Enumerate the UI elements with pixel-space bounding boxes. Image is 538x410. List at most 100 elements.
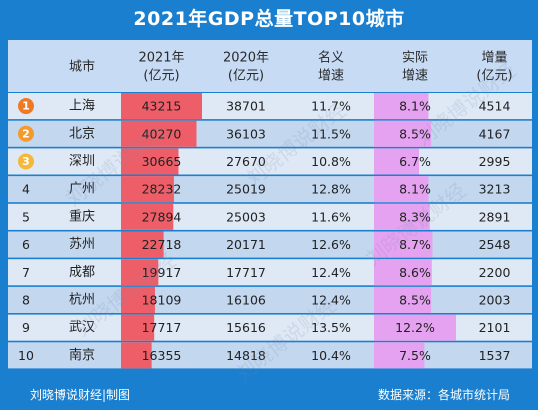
rank-number: 9 bbox=[22, 320, 30, 335]
increase-value: 1537 bbox=[479, 348, 511, 363]
real-growth-bar bbox=[374, 259, 432, 286]
rank-number: 2 bbox=[22, 127, 30, 140]
table-row bbox=[8, 148, 532, 175]
header-city: 城市 bbox=[69, 59, 95, 75]
gdp2021-value: 40270 bbox=[142, 126, 182, 141]
real-growth-bar bbox=[374, 314, 456, 341]
rank-number: 8 bbox=[22, 292, 30, 307]
gdp2021-bar bbox=[121, 120, 197, 147]
real-growth-bar bbox=[374, 120, 432, 147]
gdp2021-bar bbox=[121, 259, 159, 286]
city-name: 南京 bbox=[69, 347, 95, 363]
gdp2020-value: 14818 bbox=[226, 348, 266, 363]
rank-number: 1 bbox=[22, 100, 30, 113]
city-name: 苏州 bbox=[69, 236, 95, 252]
real-growth-value: 8.1% bbox=[399, 99, 431, 114]
rank-number: 5 bbox=[22, 209, 30, 224]
real-growth-value: 8.3% bbox=[399, 209, 431, 224]
real-growth-value: 6.7% bbox=[399, 154, 431, 169]
city-name: 重庆 bbox=[69, 208, 95, 224]
header-increase: 增量(亿元) bbox=[476, 51, 512, 84]
real-growth-bar bbox=[374, 342, 425, 369]
gdp2021-value: 18109 bbox=[142, 292, 182, 307]
gdp2020-value: 20171 bbox=[226, 237, 266, 252]
gdp2021-bar bbox=[121, 342, 152, 369]
table-row bbox=[8, 259, 532, 286]
table-row bbox=[8, 203, 532, 230]
table-row bbox=[8, 176, 532, 203]
real-growth-value: 7.5% bbox=[399, 348, 431, 363]
gdp2021-value: 28232 bbox=[142, 182, 182, 197]
gdp2020-value: 27670 bbox=[226, 154, 266, 169]
gdp2020-value: 38701 bbox=[226, 99, 266, 114]
city-name: 北京 bbox=[69, 126, 95, 141]
real-growth-value: 8.1% bbox=[399, 182, 431, 197]
gdp2021-value: 16355 bbox=[142, 348, 182, 363]
gdp2021-value: 43215 bbox=[142, 99, 182, 114]
header-row bbox=[8, 40, 532, 92]
nominal-growth-value: 12.6% bbox=[311, 237, 351, 252]
gdp2020-value: 25019 bbox=[226, 182, 266, 197]
increase-value: 2995 bbox=[479, 154, 511, 169]
gdp2021-value: 27894 bbox=[142, 209, 182, 224]
city-name: 成都 bbox=[69, 265, 95, 280]
increase-value: 3213 bbox=[479, 182, 511, 197]
real-growth-value: 8.5% bbox=[399, 126, 431, 141]
gdp2021-bar bbox=[121, 314, 155, 341]
nominal-growth-value: 11.6% bbox=[311, 209, 351, 224]
nominal-growth-value: 12.4% bbox=[311, 292, 351, 307]
header-nominal_growth: 名义增速 bbox=[318, 50, 344, 84]
gdp2021-value: 22718 bbox=[142, 237, 182, 252]
gdp2021-bar bbox=[121, 176, 174, 203]
rank-number: 7 bbox=[22, 265, 30, 280]
rank-number: 4 bbox=[22, 182, 30, 197]
increase-value: 2200 bbox=[479, 265, 511, 280]
gdp2021-bar bbox=[121, 148, 179, 175]
real-growth-value: 8.5% bbox=[399, 292, 431, 307]
real-growth-bar bbox=[374, 176, 429, 203]
gdp2021-bar bbox=[121, 203, 174, 230]
city-name: 杭州 bbox=[69, 292, 95, 307]
gdp2021-value: 30665 bbox=[142, 154, 182, 169]
header-gdp2020: 2020年(亿元) bbox=[223, 51, 269, 84]
gdp2021-bar bbox=[121, 286, 155, 313]
footer-credit: 刘晓博说财经|制图 bbox=[30, 388, 131, 402]
nominal-growth-value: 11.5% bbox=[311, 126, 351, 141]
table-row bbox=[8, 120, 532, 147]
gdp2021-value: 17717 bbox=[142, 320, 182, 335]
nominal-growth-value: 11.7% bbox=[311, 99, 351, 114]
nominal-growth-value: 10.8% bbox=[311, 154, 351, 169]
nominal-growth-value: 13.5% bbox=[311, 320, 351, 335]
rank-medal-icon bbox=[18, 153, 34, 170]
gdp2020-value: 36103 bbox=[226, 126, 266, 141]
header-real_growth: 实际增速 bbox=[402, 51, 428, 84]
table-row bbox=[8, 93, 532, 120]
increase-value: 4514 bbox=[479, 99, 511, 114]
real-growth-bar bbox=[374, 203, 430, 230]
table-row bbox=[8, 342, 532, 369]
city-name: 武汉 bbox=[69, 320, 95, 335]
gdp2021-bar bbox=[121, 93, 202, 120]
gdp2021-value: 19917 bbox=[142, 265, 182, 280]
increase-value: 4167 bbox=[479, 126, 511, 141]
real-growth-value: 8.7% bbox=[399, 237, 431, 252]
city-name: 深圳 bbox=[69, 154, 95, 169]
nominal-growth-value: 10.4% bbox=[311, 348, 351, 363]
chart-title: 2021年GDP总量TOP10城市 bbox=[133, 8, 405, 30]
rank-medal-icon bbox=[18, 98, 34, 115]
increase-value: 2101 bbox=[479, 320, 511, 335]
header-gdp2021: 2021年(亿元) bbox=[138, 51, 184, 84]
table-row bbox=[8, 286, 532, 313]
rank-number: 10 bbox=[18, 348, 34, 363]
gdp2020-value: 25003 bbox=[226, 209, 266, 224]
gdp2020-value: 15616 bbox=[226, 320, 266, 335]
increase-value: 2003 bbox=[479, 292, 511, 307]
nominal-growth-value: 12.4% bbox=[311, 265, 351, 280]
real-growth-bar bbox=[374, 231, 433, 258]
city-name: 广州 bbox=[69, 182, 95, 197]
gdp2021-bar bbox=[121, 231, 164, 258]
table-row bbox=[8, 231, 532, 258]
real-growth-value: 8.6% bbox=[399, 265, 431, 280]
